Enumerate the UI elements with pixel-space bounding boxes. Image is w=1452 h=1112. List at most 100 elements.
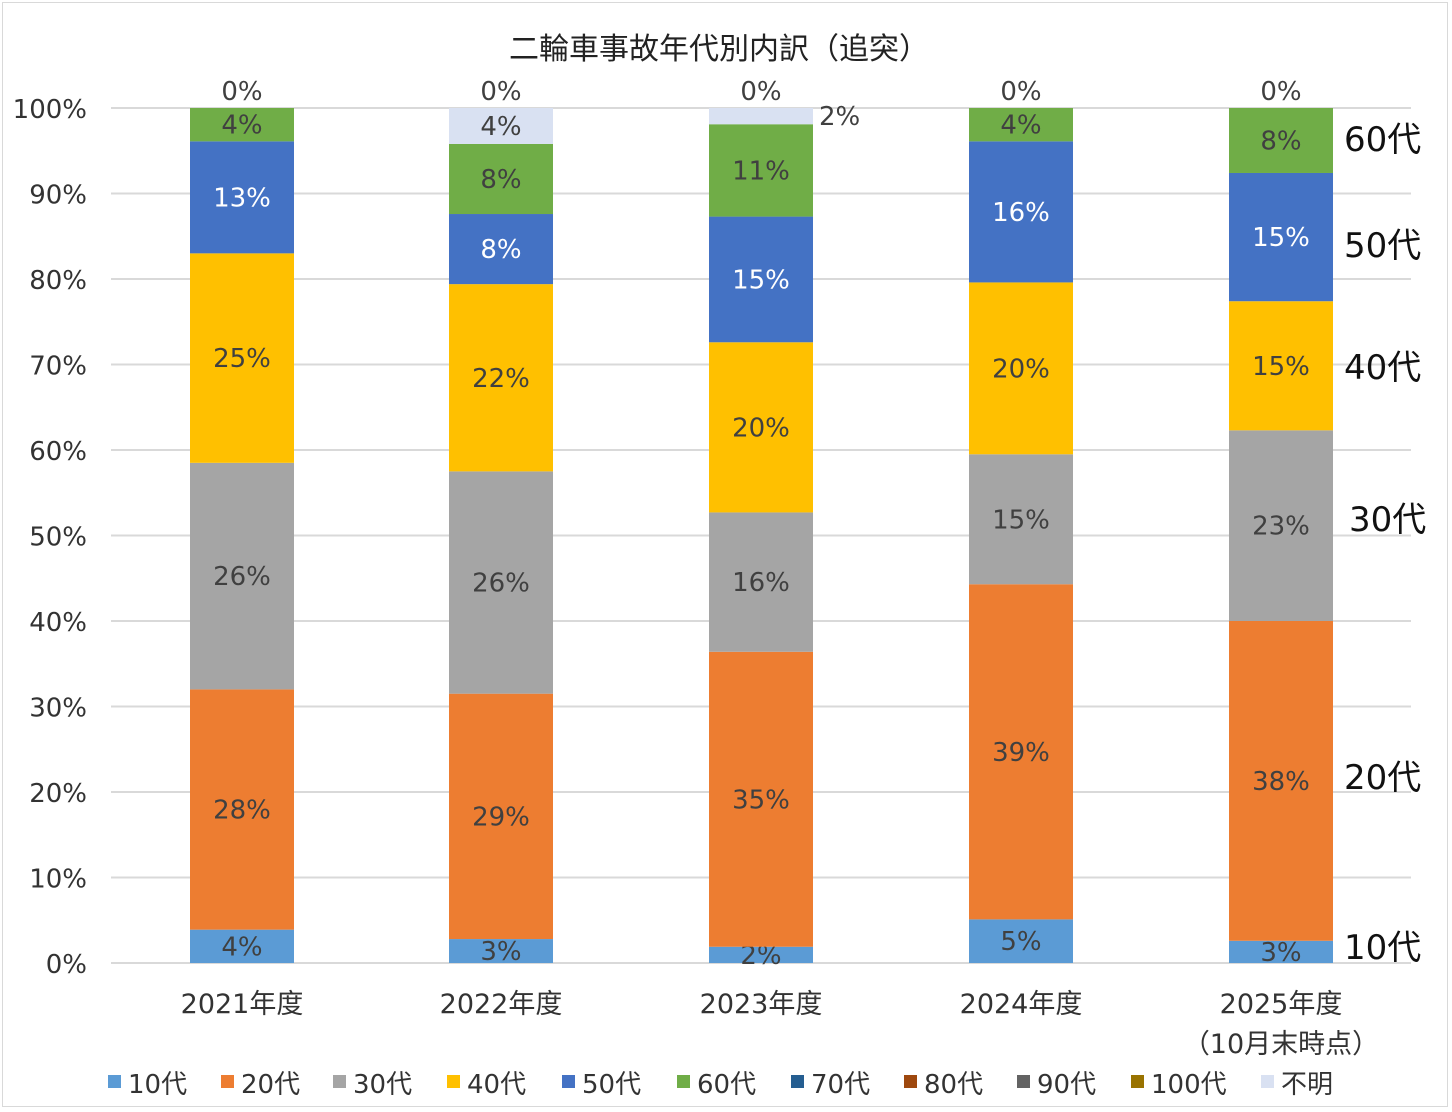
bar-segment-20代 — [190, 689, 294, 930]
data-label: 22% — [472, 364, 530, 394]
bar-segment-不明 — [709, 108, 813, 125]
data-label: 25% — [213, 344, 271, 374]
data-label: 4% — [480, 112, 521, 142]
bar-segment-50代 — [1229, 172, 1333, 302]
data-label: 16% — [732, 568, 790, 598]
bar-segment-60代 — [449, 143, 553, 215]
legend-label: 20代 — [241, 1070, 300, 1100]
annotation-label: 60代 — [1344, 120, 1421, 160]
x-tick-sublabel: （10月末時点） — [1183, 1029, 1379, 1060]
data-label: 4% — [221, 932, 262, 962]
y-tick-label: 10% — [29, 865, 87, 895]
data-label: 4% — [221, 111, 262, 141]
bar-segment-40代 — [969, 282, 1073, 455]
data-label: 8% — [480, 165, 521, 195]
legend-swatch-70代 — [791, 1075, 804, 1088]
data-label: 23% — [1252, 512, 1310, 542]
data-label: 28% — [213, 796, 271, 826]
x-tick-label: 2023年度 — [700, 989, 823, 1020]
bar-segment-50代 — [969, 141, 1073, 283]
legend-swatch-60代 — [677, 1075, 690, 1088]
y-tick-label: 50% — [29, 523, 87, 553]
bar-segment-50代 — [709, 216, 813, 343]
data-label: 39% — [992, 738, 1050, 768]
annotation-label: 10代 — [1344, 928, 1421, 968]
legend-label: 70代 — [811, 1070, 870, 1100]
bar-segment-60代 — [1229, 108, 1333, 173]
bar-segment-50代 — [449, 214, 553, 285]
bar-segment-40代 — [190, 253, 294, 463]
legend-label: 40代 — [467, 1070, 526, 1100]
legend-label: 90代 — [1037, 1070, 1096, 1100]
legend-label: 50代 — [582, 1070, 641, 1100]
data-label: 0% — [1260, 77, 1301, 107]
legend-label: 60代 — [697, 1070, 756, 1100]
legend-swatch-30代 — [333, 1075, 346, 1088]
bar-segment-60代 — [709, 124, 813, 217]
data-label: 15% — [732, 265, 790, 295]
data-label: 11% — [732, 156, 790, 186]
legend-swatch-20代 — [221, 1075, 234, 1088]
bar-segment-10代 — [190, 929, 294, 963]
legend-swatch-90代 — [1017, 1075, 1030, 1088]
bar-segment-30代 — [1229, 430, 1333, 621]
data-label: 0% — [740, 77, 781, 107]
legend-swatch-不明 — [1261, 1075, 1274, 1088]
y-tick-label: 90% — [29, 181, 87, 211]
data-label: 20% — [992, 354, 1050, 384]
data-label: 0% — [1000, 77, 1041, 107]
bar-segment-10代 — [969, 919, 1073, 963]
bar-segment-40代 — [1229, 301, 1333, 431]
bar-segment-50代 — [190, 141, 294, 254]
data-label: 4% — [1000, 111, 1041, 141]
data-label: 29% — [472, 802, 530, 832]
data-label: 0% — [221, 77, 262, 107]
legend-swatch-50代 — [562, 1075, 575, 1088]
x-tick-label: 2025年度 — [1220, 989, 1343, 1020]
bar-segment-10代 — [449, 939, 553, 963]
data-label: 38% — [1252, 767, 1310, 797]
bar-segment-30代 — [449, 471, 553, 694]
bar-segment-30代 — [709, 512, 813, 652]
annotation-label: 50代 — [1344, 226, 1421, 266]
x-tick-label: 2021年度 — [181, 989, 304, 1020]
bar-segment-10代 — [709, 946, 813, 963]
legend-swatch-80代 — [904, 1075, 917, 1088]
y-tick-label: 100% — [13, 95, 87, 125]
legend-label: 30代 — [353, 1070, 412, 1100]
legend-swatch-40代 — [447, 1075, 460, 1088]
stacked-bar-chart: 二輪車事故年代別内訳（追突） 0% 10% 20% 30% 40% 50% 60% 70% 80… — [13, 32, 1427, 1100]
bar-segment-60代 — [190, 108, 294, 142]
data-label: 16% — [992, 198, 1050, 228]
x-tick-label: 2024年度 — [960, 989, 1083, 1020]
bar-segment-不明 — [449, 108, 553, 144]
y-tick-label: 20% — [29, 779, 87, 809]
data-label: 26% — [472, 569, 530, 599]
bar-segment-30代 — [190, 462, 294, 690]
y-tick-label: 80% — [29, 266, 87, 296]
data-label: 15% — [992, 505, 1050, 535]
data-label: 35% — [732, 785, 790, 815]
legend-label: 10代 — [128, 1070, 187, 1100]
legend-label: 不明 — [1281, 1070, 1333, 1100]
data-label: 3% — [480, 937, 521, 967]
bar-segment-40代 — [449, 284, 553, 472]
data-label: 3% — [1260, 938, 1301, 968]
data-label: 8% — [1260, 126, 1301, 156]
bar-segment-30代 — [969, 454, 1073, 585]
legend-swatch-10代 — [108, 1075, 121, 1088]
bar-segment-40代 — [709, 342, 813, 513]
y-tick-label: 60% — [29, 437, 87, 467]
bar-segment-60代 — [969, 108, 1073, 142]
y-tick-label: 70% — [29, 352, 87, 382]
x-tick-label: 2022年度 — [440, 989, 563, 1020]
data-label: 0% — [480, 77, 521, 107]
y-tick-label: 30% — [29, 694, 87, 724]
bar-segment-20代 — [449, 693, 553, 940]
chart-title: 二輪車事故年代別内訳（追突） — [509, 32, 929, 67]
y-tick-label: 40% — [29, 608, 87, 638]
legend-swatch-100代 — [1131, 1075, 1144, 1088]
data-label: 5% — [1000, 927, 1041, 957]
data-label: 2% — [819, 102, 860, 132]
legend-label: 100代 — [1151, 1070, 1227, 1100]
